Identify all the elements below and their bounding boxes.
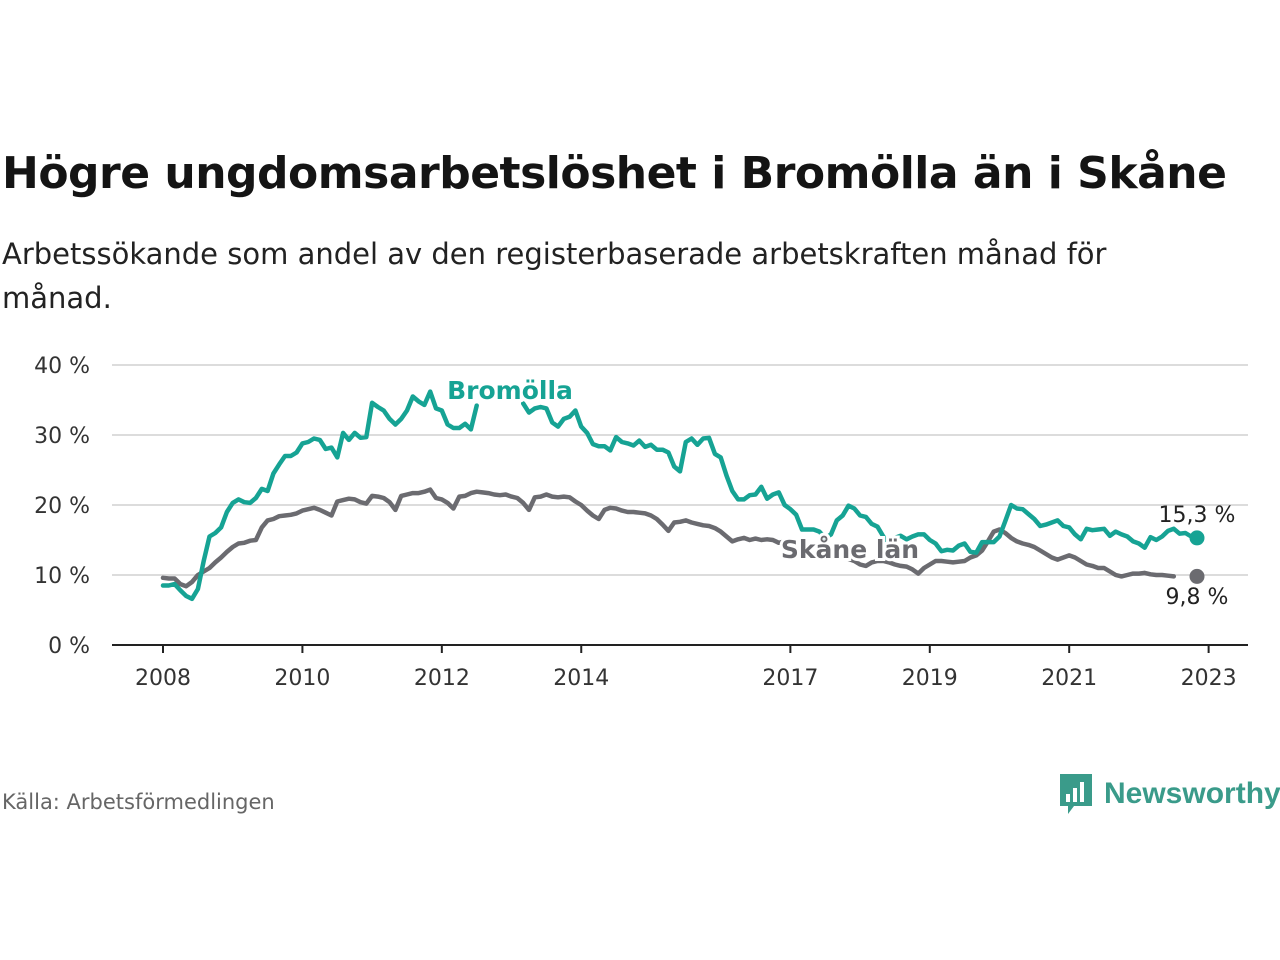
x-tick-label: 2012 [414, 666, 470, 691]
source-note: Källa: Arbetsförmedlingen [2, 790, 275, 814]
y-axis-ticks: 0 % 10 % 20 % 30 % 40 % [34, 354, 90, 659]
end-dot-bromolla [1189, 530, 1205, 546]
y-tick-label: 10 % [34, 564, 90, 589]
x-tick-label: 2017 [762, 666, 818, 691]
y-tick-label: 0 % [48, 634, 90, 659]
x-axis-ticks: 2008 2010 2012 2014 2017 2019 2021 2023 [135, 645, 1237, 691]
series-label-bromolla: Bromölla [447, 376, 573, 405]
y-tick-label: 40 % [34, 354, 90, 379]
newsworthy-logo-icon [1058, 772, 1094, 816]
brand-logo: Newsworthy [1058, 772, 1280, 816]
chart-title: Högre ungdomsarbetslöshet i Bromölla än … [2, 148, 1227, 199]
end-value-bromolla: 15,3 % [1159, 503, 1236, 528]
x-tick-label: 2014 [553, 666, 609, 691]
line-chart: 0 % 10 % 20 % 30 % 40 % 2008 2010 2012 2014 2017… [34, 354, 1248, 691]
brand-name: Newsworthy [1104, 777, 1280, 810]
x-tick-label: 2010 [274, 666, 330, 691]
x-tick-label: 2021 [1041, 666, 1097, 691]
x-tick-label: 2008 [135, 666, 191, 691]
x-tick-label: 2023 [1181, 666, 1237, 691]
x-tick-label: 2019 [902, 666, 958, 691]
y-tick-label: 20 % [34, 494, 90, 519]
series-labels: Bromölla Skåne län 15,3 % 9,8 % [444, 373, 1236, 610]
series-line-bromolla [160, 389, 1200, 602]
series-line-skane [160, 487, 1177, 589]
y-tick-label: 30 % [34, 424, 90, 449]
series-lines [160, 389, 1205, 602]
gridlines [112, 364, 1248, 576]
end-dot-skane [1189, 568, 1205, 584]
chart-subtitle: Arbetssökande som andel av den registerb… [2, 237, 1107, 315]
end-value-skane: 9,8 % [1166, 585, 1229, 610]
series-label-skane: Skåne län [781, 535, 919, 564]
